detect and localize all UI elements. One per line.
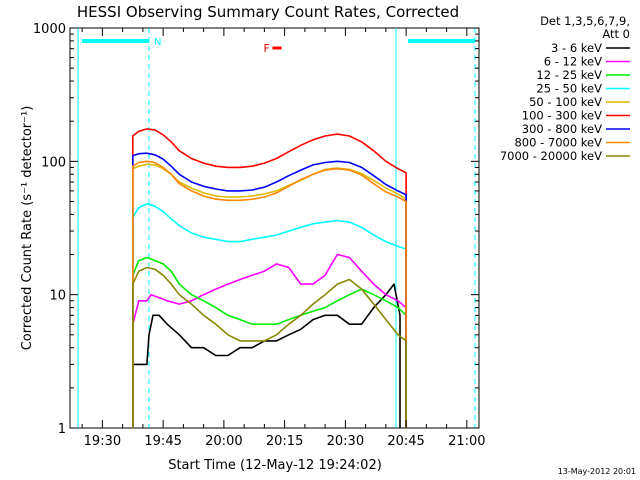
legend-label: 300 - 800 keV <box>522 122 602 136</box>
legend-label: 25 - 50 keV <box>536 82 602 96</box>
legend-label: 7000 - 20000 keV <box>500 149 602 163</box>
series-line-4 <box>132 163 407 428</box>
series-line-6 <box>132 152 407 428</box>
footer-date: 13-May-2012 20:01 <box>558 467 636 476</box>
x-axis-label: Start Time (12-May-12 19:24:02) <box>168 458 382 473</box>
series-line-3 <box>132 203 407 428</box>
legend-label: 800 - 7000 keV <box>514 136 602 150</box>
x-tick-label: 20:45 <box>387 434 424 449</box>
night-label: N <box>154 37 161 48</box>
y-tick-label: 1 <box>58 422 66 437</box>
x-tick-label: 19:30 <box>84 434 121 449</box>
series-line-7 <box>132 160 407 428</box>
legend-label: 100 - 300 keV <box>522 109 602 123</box>
series-line-8 <box>132 266 407 428</box>
chart-title: HESSI Observing Summary Count Rates, Cor… <box>77 3 459 21</box>
x-axis: 19:30 19:45 20:00 20:15 20:30 20:45 21:00 <box>81 28 486 449</box>
series-line-0 <box>132 283 401 428</box>
series-line-2 <box>132 256 407 428</box>
legend-label: 12 - 25 keV <box>536 68 602 82</box>
x-tick-label: 20:00 <box>205 434 242 449</box>
y-axis: 1 10 100 1000 <box>33 22 479 437</box>
legend-label: 3 - 6 keV <box>551 41 602 55</box>
legend-header-line: Det 1,3,5,6,7,9, <box>540 14 630 28</box>
x-tick-label: 21:00 <box>448 434 485 449</box>
x-tick-label: 20:15 <box>266 434 303 449</box>
x-tick-label: 20:30 <box>327 434 364 449</box>
flare-label: F <box>263 42 269 55</box>
y-axis-label: Corrected Count Rate (s⁻¹ detector⁻¹) <box>20 106 35 351</box>
series-line-5 <box>132 128 407 428</box>
legend-label: 50 - 100 keV <box>529 95 602 109</box>
series-line-1 <box>132 253 407 428</box>
y-tick-label: 1000 <box>33 22 66 37</box>
series-layer <box>132 128 407 428</box>
legend-header-line: Att 0 <box>602 27 630 41</box>
plot-frame <box>69 27 480 429</box>
x-tick-label: 19:45 <box>144 434 181 449</box>
y-tick-label: 100 <box>41 155 66 170</box>
y-tick-label: 10 <box>49 289 66 304</box>
legend-label: 6 - 12 keV <box>544 55 602 69</box>
